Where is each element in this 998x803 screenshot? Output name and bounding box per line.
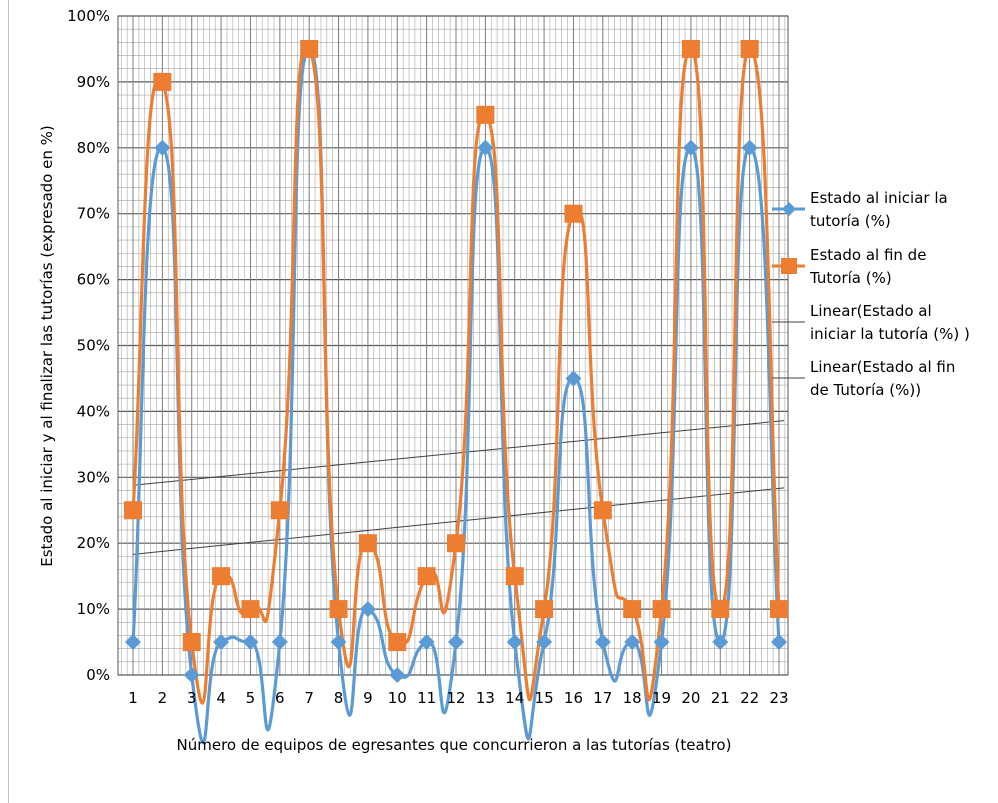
- data-point: [711, 600, 730, 619]
- legend-label: iniciar la tutoría (%) ): [810, 325, 970, 343]
- data-point: [770, 600, 788, 619]
- data-point: [271, 634, 288, 651]
- data-point: [124, 501, 142, 520]
- legend-key-marker: [782, 202, 796, 216]
- data-point: [183, 667, 200, 683]
- x-tick-label: 22: [740, 689, 759, 707]
- trendline: [132, 420, 785, 486]
- y-tick-label: 40%: [77, 402, 110, 420]
- y-tick-label: 80%: [77, 139, 110, 157]
- x-tick-label: 4: [216, 689, 226, 707]
- data-point: [741, 139, 758, 156]
- y-tick-label: 60%: [77, 271, 110, 289]
- data-point: [740, 39, 759, 58]
- data-point: [417, 567, 436, 586]
- data-point: [476, 105, 495, 124]
- data-point: [505, 567, 524, 586]
- y-tick-label: 100%: [67, 7, 110, 25]
- data-point: [330, 634, 347, 651]
- x-tick-label: 17: [593, 689, 612, 707]
- data-point: [593, 501, 612, 520]
- x-tick-label: 16: [564, 689, 583, 707]
- legend-label: tutoría (%): [810, 212, 891, 230]
- x-tick-label: 9: [363, 689, 373, 707]
- y-tick-labels: 0% 10% 20% 30% 40% 50% 60% 70% 80% 90% 100%: [67, 7, 110, 684]
- x-tick-label: 23: [769, 689, 788, 707]
- data-point: [447, 534, 465, 553]
- data-point: [623, 600, 642, 619]
- y-tick-label: 70%: [77, 205, 110, 223]
- data-point: [536, 634, 553, 651]
- data-point: [448, 634, 464, 651]
- data-point: [242, 634, 259, 651]
- x-tick-label: 7: [304, 689, 314, 707]
- data-point: [388, 633, 407, 652]
- data-point: [241, 600, 260, 619]
- x-tick-label: 5: [246, 689, 256, 707]
- data-point: [358, 534, 377, 553]
- y-tick-label: 20%: [77, 534, 110, 552]
- x-tick-label: 2: [158, 689, 168, 707]
- data-point: [535, 600, 554, 619]
- data-point: [652, 600, 671, 619]
- y-tick-label: 0%: [86, 666, 110, 684]
- data-point: [477, 139, 494, 156]
- x-tick-label: 12: [446, 689, 465, 707]
- data-point: [506, 634, 523, 651]
- data-point: [182, 633, 201, 652]
- data-point: [125, 634, 141, 651]
- legend-label: de Tutoría (%)): [810, 381, 921, 399]
- x-tick-labels: 1 2 3 4 5 6 7 8 9 10 11 12 13 14 15 16 17 18 19 20 21 22 23: [128, 689, 788, 707]
- x-tick-label: 19: [652, 689, 671, 707]
- series-line-1: [131, 47, 781, 745]
- data-point: [418, 634, 435, 651]
- data-point: [212, 567, 231, 586]
- data-point: [329, 600, 348, 619]
- data-point: [624, 634, 641, 651]
- legend-key-marker: [781, 258, 797, 274]
- data-point: [213, 634, 230, 651]
- data-point: [594, 634, 611, 651]
- x-tick-label: 1: [128, 689, 138, 707]
- x-tick-label: 14: [505, 689, 524, 707]
- data-point: [771, 634, 787, 651]
- x-axis-title: Número de equipos de egresantes que conc…: [177, 736, 732, 754]
- data-point: [653, 634, 670, 651]
- x-tick-label: 15: [535, 689, 554, 707]
- x-tick-label: 10: [388, 689, 407, 707]
- data-point: [154, 139, 171, 156]
- data-point: [389, 667, 406, 683]
- y-tick-label: 50%: [77, 337, 110, 355]
- y-tick-label: 30%: [77, 468, 110, 486]
- legend: Estado al iniciar la tutoría (%) Estado al…: [772, 189, 970, 399]
- x-tick-label: 21: [711, 689, 730, 707]
- x-tick-label: 13: [476, 689, 495, 707]
- legend-label: Tutoría (%): [809, 269, 892, 287]
- x-tick-label: 6: [275, 689, 285, 707]
- data-point: [565, 370, 582, 387]
- x-tick-label: 8: [334, 689, 344, 707]
- legend-label: Linear(Estado al fin: [810, 358, 955, 376]
- data-point: [682, 139, 699, 156]
- data-point: [270, 501, 289, 520]
- x-tick-label: 3: [187, 689, 197, 707]
- y-axis-title: Estado al iniciar y al finalizar las tut…: [38, 125, 56, 566]
- x-tick-label: 20: [681, 689, 700, 707]
- chart-frame: [8, 0, 998, 803]
- data-point: [300, 39, 319, 58]
- legend-label: Linear(Estado al: [810, 302, 932, 320]
- data-point: [564, 204, 583, 223]
- x-tick-label: 18: [623, 689, 642, 707]
- data-point: [712, 634, 729, 651]
- data-point: [153, 72, 172, 91]
- legend-label: Estado al iniciar la: [810, 189, 948, 207]
- data-point: [681, 39, 700, 58]
- data-point: [359, 601, 376, 618]
- legend-label: Estado al fin de: [810, 246, 926, 264]
- y-tick-label: 10%: [77, 600, 110, 618]
- series: [124, 39, 788, 745]
- y-tick-label: 90%: [77, 73, 110, 91]
- x-tick-label: 11: [417, 689, 436, 707]
